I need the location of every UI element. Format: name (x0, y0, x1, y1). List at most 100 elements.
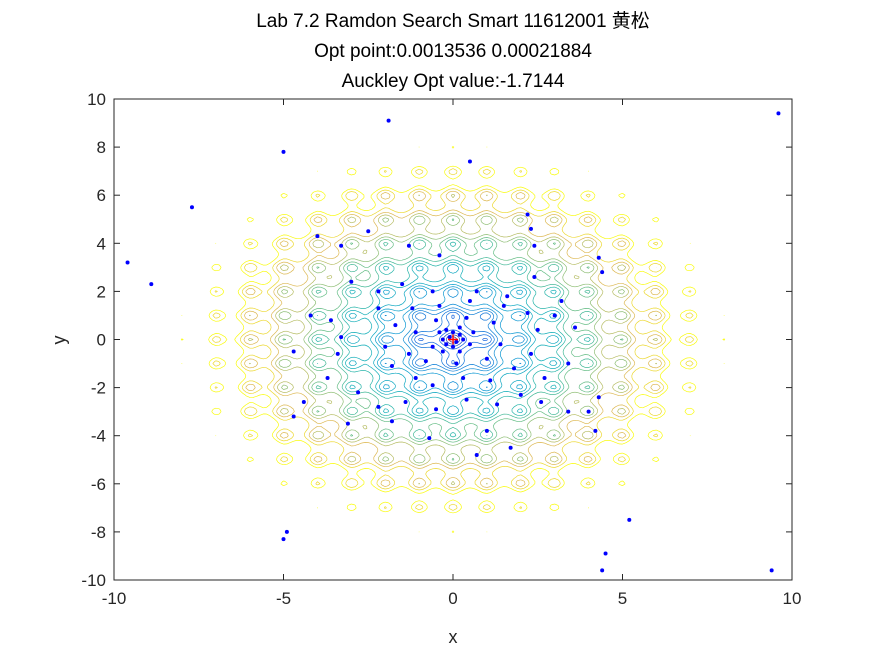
contour-level (180, 146, 726, 533)
contour-level (211, 168, 695, 511)
sample-point (457, 349, 462, 354)
y-tick-label: -10 (81, 571, 106, 590)
sample-point (586, 409, 591, 414)
sample-point (440, 349, 445, 354)
sample-point (376, 306, 381, 311)
sample-point (498, 342, 503, 347)
sample-point (383, 344, 388, 349)
sample-point (488, 378, 493, 383)
y-tick-label: -2 (91, 379, 106, 398)
contour-level (346, 264, 560, 415)
sample-point (471, 330, 476, 335)
contour-level (418, 314, 488, 365)
y-tick-label: 0 (97, 331, 106, 350)
x-tick-label: 0 (448, 589, 457, 608)
x-tick-label: 10 (783, 589, 802, 608)
sample-point (491, 320, 496, 325)
sample-point (467, 342, 472, 347)
sample-point (437, 253, 442, 258)
contour-level (282, 218, 624, 461)
sample-point (528, 351, 533, 356)
sample-point (600, 270, 605, 275)
sample-point (386, 118, 391, 123)
sample-point (444, 327, 449, 332)
contour-level (381, 288, 525, 391)
sample-point (484, 428, 489, 433)
sample-point (325, 375, 330, 380)
x-axis-ticks: -10 -5 0 5 10 (102, 99, 802, 608)
sample-point (281, 537, 286, 542)
y-tick-label: 2 (97, 282, 106, 301)
sample-point (467, 159, 472, 164)
sample-point (423, 359, 428, 364)
sample-point (406, 351, 411, 356)
optimum-marker (448, 334, 459, 345)
ackley-contour-background (180, 146, 726, 533)
sample-point (461, 337, 466, 342)
sample-point (461, 375, 466, 380)
x-tick-label: -5 (276, 589, 291, 608)
sample-point (596, 255, 601, 260)
contour-level (277, 215, 629, 464)
sample-point (539, 400, 544, 405)
contour-level (414, 311, 492, 368)
sample-point (315, 234, 320, 239)
sample-point (189, 205, 194, 210)
sample-point (149, 282, 154, 287)
sample-point (552, 313, 557, 318)
sample-point (559, 299, 564, 304)
sample-point (505, 294, 510, 299)
sample-point (345, 421, 350, 426)
sample-point (389, 363, 394, 368)
y-tick-label: -6 (91, 475, 106, 494)
y-tick-label: 8 (97, 138, 106, 157)
sample-point (335, 351, 340, 356)
sample-point (434, 318, 439, 323)
y-axis-ticks: -10 -8 -6 -4 -2 0 2 4 6 8 10 (81, 90, 792, 590)
sample-point (593, 428, 598, 433)
sample-point (508, 445, 513, 450)
contour-level (248, 193, 658, 486)
contour-level (343, 261, 563, 418)
sample-point (328, 318, 333, 323)
sample-point (484, 356, 489, 361)
x-axis-label: x (449, 627, 458, 647)
sample-point (366, 229, 371, 234)
sample-point (281, 149, 286, 154)
y-tick-label: -8 (91, 523, 106, 542)
sample-point (413, 375, 418, 380)
sample-point (454, 361, 459, 366)
sample-point (528, 226, 533, 231)
sample-point (532, 243, 537, 248)
sample-point (430, 383, 435, 388)
sample-point (600, 568, 605, 573)
contour-level (315, 241, 591, 438)
sample-point (356, 390, 361, 395)
sample-point (573, 325, 578, 330)
contour-level (411, 309, 495, 370)
sample-point (349, 279, 354, 284)
sample-point (769, 568, 774, 573)
sample-point (339, 335, 344, 340)
y-tick-label: 10 (87, 90, 106, 109)
sample-point (525, 212, 530, 217)
sample-point (437, 303, 442, 308)
sample-point (627, 517, 632, 522)
chart-subtitle-opt-point: Opt point:0.0013536 0.00021884 (314, 41, 592, 62)
y-tick-label: -4 (91, 427, 106, 446)
sample-point (430, 289, 435, 294)
sample-point (457, 332, 462, 337)
sample-point (454, 339, 459, 344)
sample-point (308, 313, 313, 318)
y-axis-label: y (49, 336, 69, 345)
sample-point (440, 337, 445, 342)
sample-point (434, 407, 439, 412)
sample-point (535, 327, 540, 332)
optimum-point (448, 334, 459, 345)
x-tick-label: -10 (102, 589, 127, 608)
contour-level (374, 284, 532, 395)
sample-point (301, 400, 306, 405)
contour-level (243, 190, 663, 489)
sample-point (464, 315, 469, 320)
sample-point (291, 349, 296, 354)
